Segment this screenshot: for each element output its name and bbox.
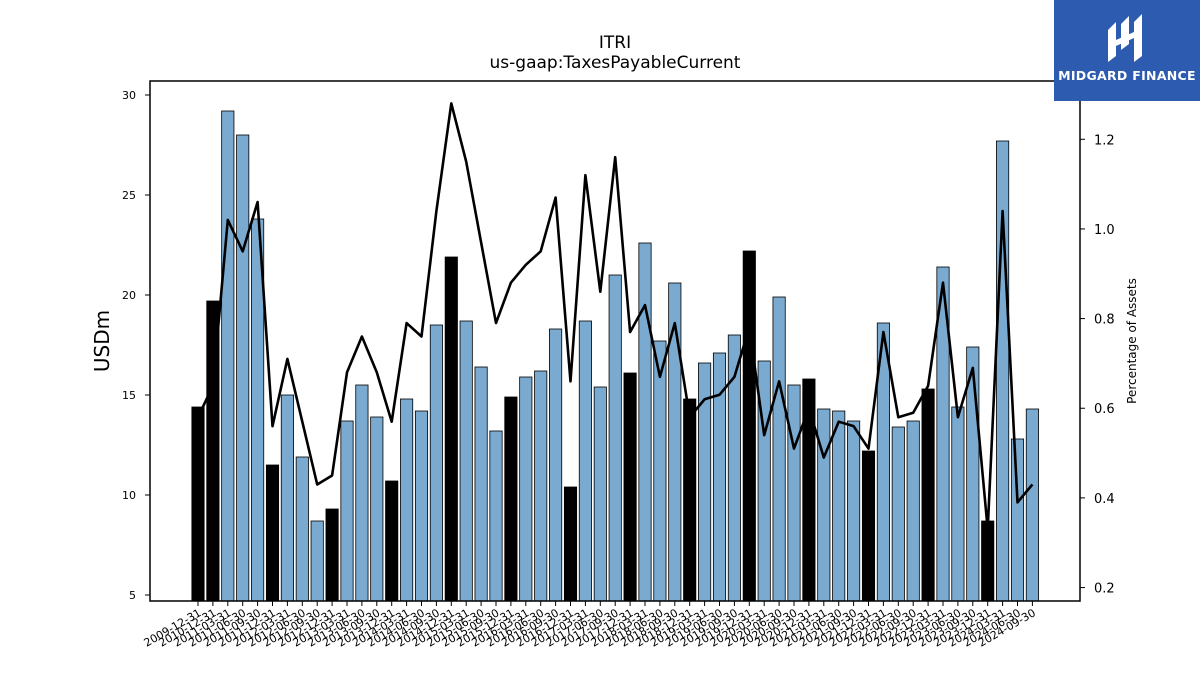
bar-2021-12-31 xyxy=(861,450,876,602)
logo-mark-icon xyxy=(1108,14,1142,62)
bar-2021-06-30 xyxy=(832,410,846,602)
y2-tick-label: 0.6 xyxy=(1094,402,1115,417)
bar-2014-12-31 xyxy=(444,256,458,602)
bar-2018-12-31 xyxy=(683,398,697,602)
bar-2011-06-30 xyxy=(236,134,250,602)
bar-series xyxy=(191,110,1039,602)
bar-2018-06-30 xyxy=(653,340,667,602)
bar-2015-12-31 xyxy=(504,396,518,602)
y-axis-label: USDm xyxy=(90,310,114,372)
bar-2009-12-31 xyxy=(191,406,205,602)
bar-2013-06-30 xyxy=(355,384,369,602)
y2-tick-label: 0.4 xyxy=(1094,492,1115,507)
bar-2021-03-31 xyxy=(817,408,831,602)
left-axis-ticks: 5 10 15 20 25 30 xyxy=(122,89,150,602)
y-tick-label: 10 xyxy=(122,489,136,502)
bar-2018-03-31 xyxy=(638,242,652,602)
bar-2013-03-31 xyxy=(340,420,354,602)
bar-2017-06-30 xyxy=(593,386,607,602)
y-tick-label: 20 xyxy=(122,289,136,302)
bar-2024-06-30 xyxy=(1010,438,1025,602)
y2-tick-label: 0.2 xyxy=(1094,582,1115,597)
bar-2012-06-30 xyxy=(295,456,309,602)
chart-subtitle: us-gaap:TaxesPayableCurrent xyxy=(490,53,741,73)
bar-2012-12-31 xyxy=(325,508,339,602)
y2-tick-label: 1.0 xyxy=(1094,223,1115,238)
bar-2015-06-30 xyxy=(474,366,488,602)
y-tick-label: 15 xyxy=(122,389,136,402)
bar-2016-03-31 xyxy=(519,376,533,602)
chart-title: ITRI xyxy=(599,33,631,53)
y-tick-label: 5 xyxy=(129,589,136,602)
bar-2014-09-30 xyxy=(429,324,443,602)
bar-2023-06-30 xyxy=(951,406,965,602)
bar-2022-09-30 xyxy=(906,420,920,602)
bar-2013-12-31 xyxy=(385,480,399,602)
bar-2017-12-31 xyxy=(623,372,637,602)
percentage-of-assets-line xyxy=(196,102,1034,531)
x-axis-ticks: 2009-12-312010-12-312011-03-312011-06-30… xyxy=(142,601,1038,650)
bar-2023-12-31 xyxy=(981,520,995,602)
bar-2013-09-30 xyxy=(370,416,384,602)
bar-2012-09-30 xyxy=(310,520,324,602)
y2-tick-label: 0.8 xyxy=(1094,313,1115,328)
bar-2011-12-31 xyxy=(265,464,280,602)
bar-2016-06-30 xyxy=(534,370,548,602)
bar-2014-03-31 xyxy=(400,398,414,602)
bar-2017-03-31 xyxy=(578,320,592,602)
bar-2024-09-30 xyxy=(1025,408,1039,602)
midgard-finance-logo: MIDGARD FINANCE xyxy=(1054,0,1200,101)
bar-2016-12-31 xyxy=(563,486,578,602)
bar-2011-03-31 xyxy=(221,110,235,602)
bar-2020-06-30 xyxy=(772,296,786,602)
y2-axis-label: Percentage of Assets xyxy=(1125,278,1139,404)
bar-2016-09-30 xyxy=(549,328,563,602)
bar-2020-09-30 xyxy=(787,384,801,602)
y2-tick-label: 1.2 xyxy=(1094,133,1115,148)
bar-2021-09-30 xyxy=(847,420,861,602)
bar-2019-12-31 xyxy=(742,250,756,602)
y-tick-label: 25 xyxy=(122,189,136,202)
right-axis-ticks: 0.2 0.4 0.6 0.8 1.0 1.2 xyxy=(1080,133,1115,597)
bar-2022-12-31 xyxy=(921,388,935,602)
bar-2014-06-30 xyxy=(414,410,429,602)
bar-2022-06-30 xyxy=(891,426,905,602)
y-tick-label: 30 xyxy=(122,89,136,102)
bar-2015-03-31 xyxy=(459,320,473,602)
bar-2015-09-30 xyxy=(489,430,503,602)
logo-text: MIDGARD FINANCE xyxy=(1058,68,1196,83)
bar-2012-03-31 xyxy=(280,394,294,602)
bar-2017-09-30 xyxy=(608,274,622,602)
